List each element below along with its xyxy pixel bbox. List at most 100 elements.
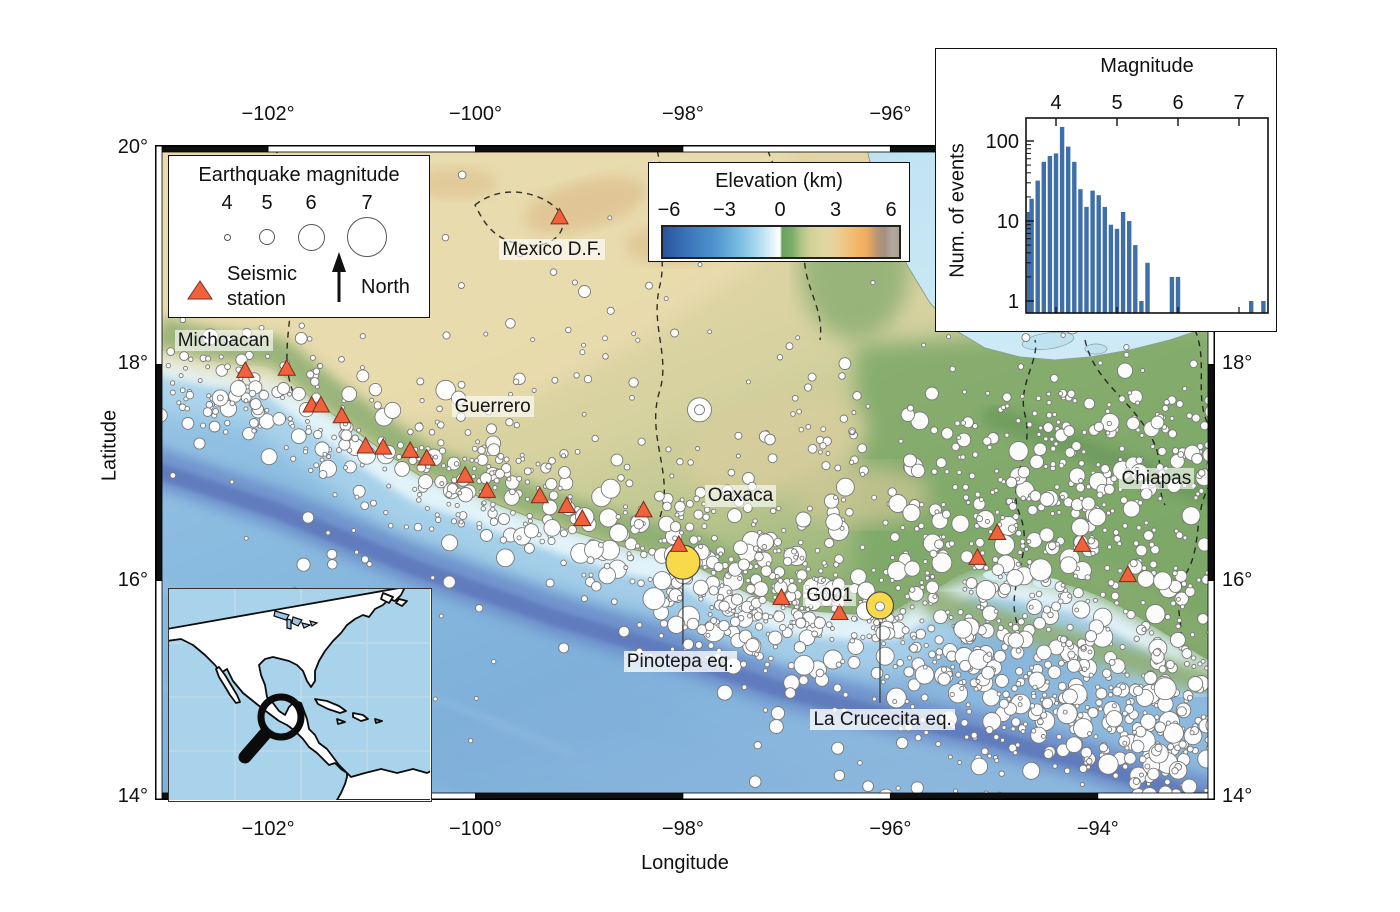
earthquake-point bbox=[1011, 685, 1018, 692]
earthquake-point bbox=[322, 451, 328, 457]
earthquake-point bbox=[305, 418, 310, 424]
earthquake-point bbox=[909, 604, 915, 610]
earthquake-point bbox=[1087, 537, 1095, 545]
earthquake-point bbox=[1181, 648, 1193, 659]
earthquake-point bbox=[290, 428, 307, 445]
earthquake-point bbox=[1141, 565, 1147, 571]
earthquake-point bbox=[871, 494, 877, 501]
earthquake-point bbox=[964, 734, 970, 740]
earthquake-point bbox=[436, 405, 443, 413]
hist-x-tick: 7 bbox=[1233, 92, 1244, 114]
earthquake-point bbox=[840, 658, 846, 665]
earthquake-point bbox=[1116, 362, 1134, 379]
earthquake-point bbox=[290, 455, 297, 462]
earthquake-point bbox=[890, 555, 896, 561]
histogram-bar bbox=[1035, 180, 1040, 313]
earthquake-point bbox=[383, 509, 389, 516]
earthquake-point bbox=[205, 364, 211, 370]
earthquake-point bbox=[1087, 649, 1093, 655]
earthquake-point bbox=[615, 514, 622, 520]
station-label-g001: G001 bbox=[803, 584, 856, 607]
earthquake-point bbox=[946, 334, 952, 340]
earthquake-point bbox=[586, 556, 595, 565]
earthquake-point bbox=[1045, 411, 1053, 419]
earthquake-point bbox=[931, 468, 938, 475]
histogram-bar bbox=[1096, 195, 1101, 313]
earthquake-point bbox=[1143, 520, 1149, 526]
earthquake-point bbox=[1029, 558, 1053, 582]
earthquake-point bbox=[637, 437, 646, 446]
earthquake-point bbox=[506, 476, 512, 482]
earthquake-point bbox=[1105, 626, 1111, 632]
earthquake-point bbox=[516, 535, 522, 541]
north-arrow-icon bbox=[332, 252, 346, 302]
earthquake-point bbox=[526, 512, 533, 520]
earthquake-point bbox=[1135, 400, 1141, 406]
earthquake-point bbox=[1195, 491, 1201, 497]
histogram-axes: 4 5 6 7 100 10 1 bbox=[986, 92, 1245, 313]
legend-mag-circle bbox=[223, 233, 231, 241]
lat-tick-right: 18° bbox=[1222, 352, 1253, 375]
earthquake-point bbox=[1050, 445, 1057, 452]
earthquake-point bbox=[1187, 583, 1193, 589]
earthquake-point bbox=[762, 668, 768, 674]
earthquake-point bbox=[764, 661, 770, 668]
colorbar-tick: 6 bbox=[885, 199, 897, 221]
earthquake-point bbox=[911, 635, 917, 641]
named-events-layer bbox=[665, 544, 895, 703]
earthquake-point bbox=[1169, 631, 1186, 648]
earthquake-point bbox=[849, 459, 855, 465]
earthquake-point bbox=[602, 353, 609, 360]
earthquake-point bbox=[629, 394, 635, 401]
histogram-bar bbox=[1029, 198, 1034, 313]
earthquake-point bbox=[280, 395, 285, 401]
earthquake-point bbox=[1031, 410, 1038, 417]
earthquake-point bbox=[476, 524, 482, 531]
earthquake-point bbox=[645, 281, 653, 290]
earthquake-point bbox=[1004, 432, 1010, 438]
earthquake-point bbox=[840, 497, 847, 503]
earthquake-point bbox=[1047, 665, 1062, 680]
earthquake-point bbox=[464, 429, 472, 436]
earthquake-point bbox=[558, 466, 571, 479]
earthquake-point bbox=[818, 568, 824, 574]
histogram-bar bbox=[1127, 221, 1132, 313]
earthquake-point bbox=[918, 522, 925, 530]
earthquake-point bbox=[813, 616, 826, 629]
earthquake-point bbox=[705, 632, 711, 638]
earthquake-point bbox=[394, 461, 410, 477]
earthquake-point bbox=[960, 420, 966, 426]
earthquake-point bbox=[480, 506, 486, 512]
earthquake-point bbox=[871, 567, 877, 573]
earthquake-point bbox=[1106, 402, 1112, 408]
earthquake-point bbox=[306, 336, 313, 342]
earthquake-point bbox=[1074, 703, 1080, 709]
lon-tick-bottom: −94° bbox=[1076, 818, 1119, 840]
earthquake-point bbox=[183, 365, 188, 371]
earthquake-point bbox=[1178, 740, 1187, 749]
earthquake-point bbox=[1136, 525, 1142, 531]
earthquake-point bbox=[486, 464, 492, 469]
earthquake-point bbox=[919, 584, 925, 590]
earthquake-point bbox=[471, 466, 477, 472]
earthquake-point bbox=[1198, 488, 1205, 494]
earthquake-point bbox=[748, 775, 762, 788]
earthquake-point bbox=[1033, 616, 1046, 630]
earthquake-point bbox=[1002, 392, 1012, 402]
earthquake-point bbox=[487, 443, 501, 457]
earthquake-point bbox=[1158, 665, 1167, 674]
earthquake-point bbox=[875, 625, 891, 641]
earthquake-point bbox=[287, 391, 293, 397]
earthquake-point bbox=[947, 754, 953, 760]
earthquake-point bbox=[1135, 544, 1148, 557]
earthquake-point bbox=[1197, 613, 1209, 625]
earthquake-point bbox=[489, 517, 499, 527]
earthquake-point bbox=[1029, 665, 1035, 671]
earthquake-point bbox=[424, 505, 430, 511]
earthquake-point bbox=[1005, 476, 1018, 489]
earthquake-point bbox=[787, 661, 796, 670]
histogram-bar bbox=[1041, 161, 1046, 313]
earthquake-point bbox=[703, 506, 711, 513]
earthquake-point bbox=[1130, 739, 1145, 754]
earthquake-point bbox=[1165, 720, 1171, 726]
